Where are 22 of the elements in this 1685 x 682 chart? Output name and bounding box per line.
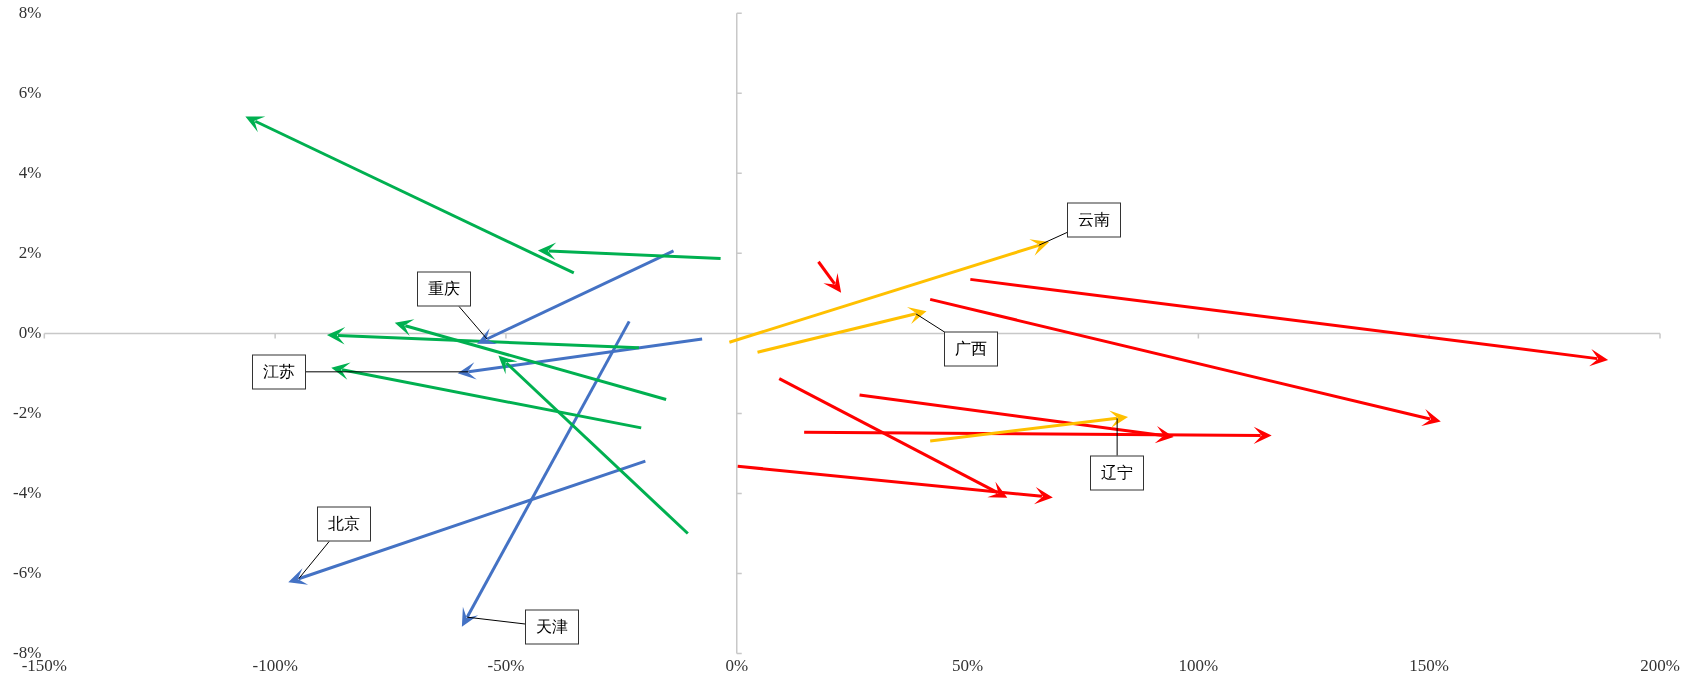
- annotation: 北京: [316, 506, 371, 542]
- annotation: 广西: [943, 331, 998, 367]
- annotation: 江苏: [251, 354, 306, 390]
- annotation: 天津: [525, 609, 580, 645]
- x-tick-label: -100%: [252, 656, 298, 676]
- y-tick-label: -6%: [12, 563, 42, 583]
- x-tick-label: 200%: [1640, 656, 1680, 676]
- annotation: 辽宁: [1090, 455, 1145, 491]
- x-tick-label: -50%: [487, 656, 525, 676]
- y-tick-label: 2%: [18, 242, 42, 262]
- y-tick-label: 8%: [18, 2, 42, 22]
- y-tick-label: 0%: [18, 322, 42, 342]
- y-tick-label: -2%: [12, 402, 42, 422]
- annotation: 重庆: [417, 271, 472, 307]
- x-tick-label: 100%: [1178, 656, 1219, 676]
- x-tick-label: 150%: [1409, 656, 1450, 676]
- annotation: 云南: [1066, 202, 1121, 238]
- x-tick-label: 50%: [951, 656, 984, 676]
- y-tick-label: -4%: [12, 482, 42, 502]
- y-tick-label: 6%: [18, 82, 42, 102]
- x-tick-label: 0%: [725, 656, 749, 676]
- y-tick-label: 4%: [18, 162, 42, 182]
